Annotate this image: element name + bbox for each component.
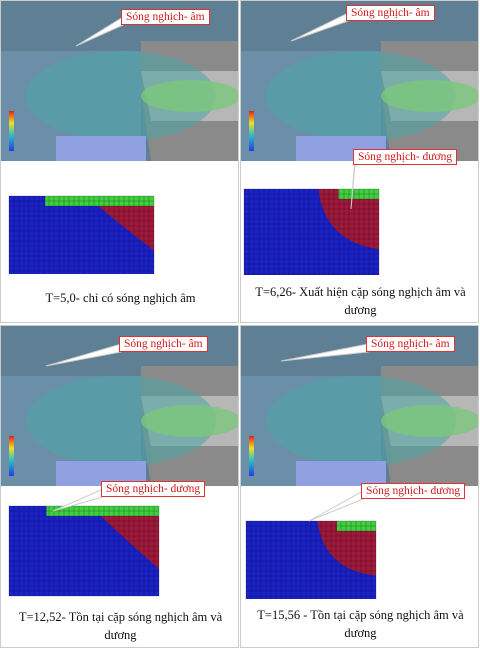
caption: T=6,26- Xuất hiện cặp sóng nghịch âm và … xyxy=(247,283,474,319)
panel: Sóng nghịch- âm T=5,0- chỉ có sóng nghịch… xyxy=(0,0,239,323)
panel: Sóng nghịch- âm Sóng nghịch- dương T=15,56… xyxy=(240,325,479,648)
callout-label: Sóng nghịch- âm xyxy=(121,9,210,25)
panel: Sóng nghịch- âm Sóng nghịch- dương T=6,26-… xyxy=(240,0,479,323)
panel: Sóng nghịch- âm Sóng nghịch- dương T=12,52… xyxy=(0,325,239,648)
callout-label: Sóng nghịch- âm xyxy=(346,5,435,21)
caption: T=5,0- chỉ có sóng nghịch âm xyxy=(7,289,234,307)
colorbar xyxy=(249,436,254,476)
callout-label: Sóng nghịch- âm xyxy=(119,336,208,352)
callout-pointer xyxy=(309,491,363,521)
sim-jet xyxy=(141,80,239,112)
sim-ground xyxy=(56,136,146,161)
caption: T=15,56 - Tồn tại cặp sóng nghịch âm và … xyxy=(247,606,474,642)
colorbar xyxy=(249,111,254,151)
caption: T=12,52- Tồn tại cặp sóng nghịch âm và d… xyxy=(7,608,234,644)
callout-label: Sóng nghịch- âm xyxy=(366,336,455,352)
colorbar xyxy=(9,436,14,476)
figure: Sóng nghịch- âm T=5,0- chỉ có sóng nghịch… xyxy=(0,0,480,648)
sim-jet xyxy=(141,405,239,437)
colorbar xyxy=(9,111,14,151)
callout-label: Sóng nghịch- dương xyxy=(101,481,205,497)
sim-jet xyxy=(381,80,479,112)
panel-graphics xyxy=(1,1,239,323)
callout-label: Sóng nghịch- dương xyxy=(361,483,465,499)
callout-label: Sóng nghịch- dương xyxy=(353,149,457,165)
sim-jet xyxy=(381,405,479,437)
